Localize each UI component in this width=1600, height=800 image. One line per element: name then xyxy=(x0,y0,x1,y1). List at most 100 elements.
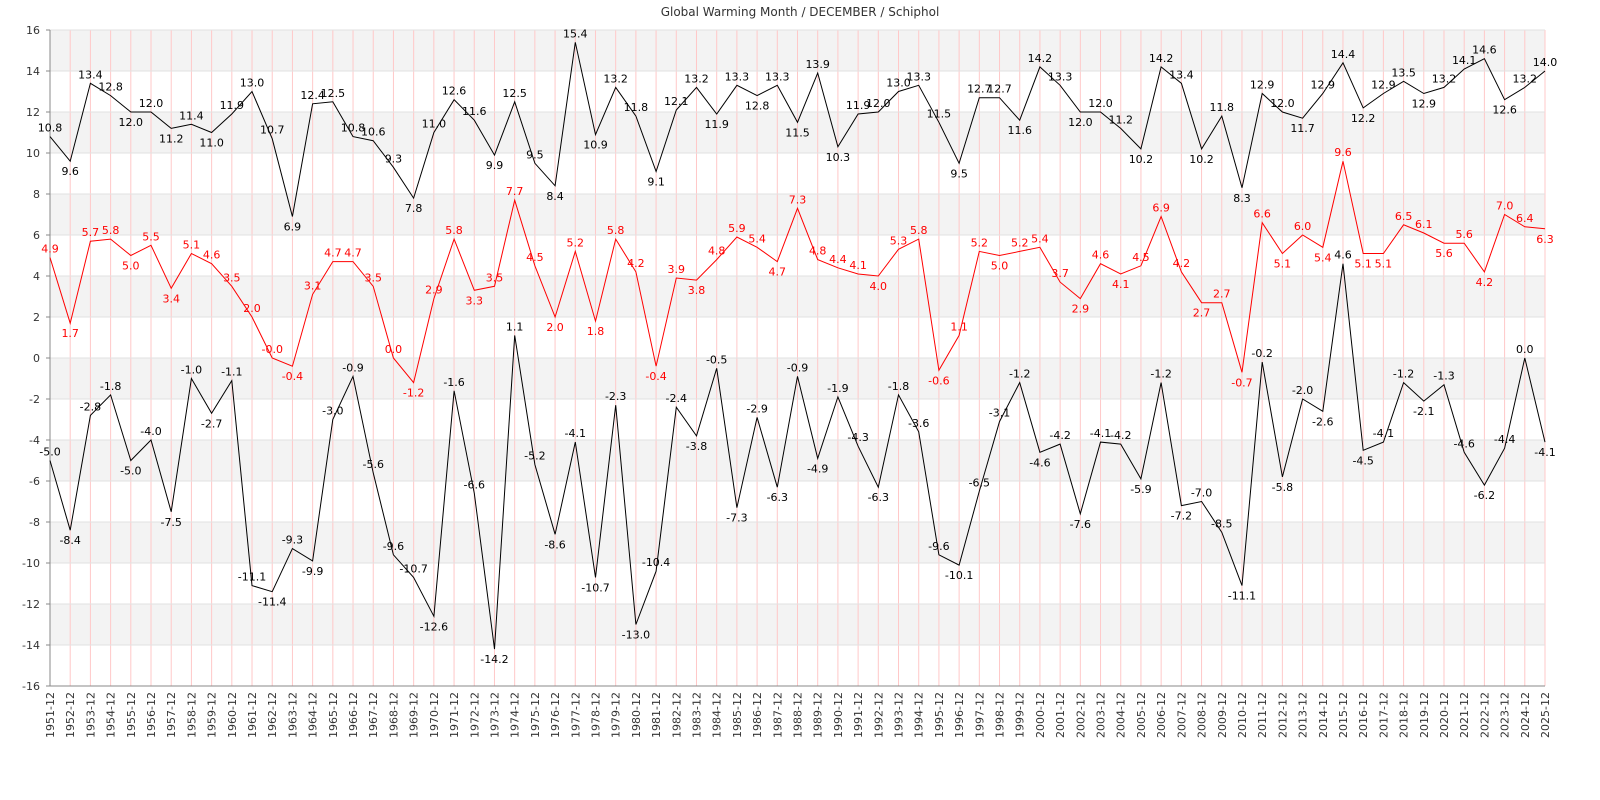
data-label-max: 12.0 xyxy=(1068,116,1093,129)
data-label-mean: 4.7 xyxy=(324,247,342,260)
data-label-mean: 1.8 xyxy=(587,325,605,338)
data-label-mean: 7.3 xyxy=(789,193,807,206)
x-tick-label: 2000-12 xyxy=(1034,692,1047,738)
data-label-min: -11.1 xyxy=(1228,590,1256,603)
x-tick-label: 1996-12 xyxy=(953,692,966,738)
data-label-min: -4.1 xyxy=(565,427,586,440)
x-tick-label: 1981-12 xyxy=(650,692,663,738)
x-tick-label: 1987-12 xyxy=(771,692,784,738)
data-label-max: 11.2 xyxy=(159,132,184,145)
data-label-max: 11.9 xyxy=(220,99,245,112)
data-label-mean: 6.3 xyxy=(1536,233,1554,246)
x-tick-label: 2018-12 xyxy=(1398,692,1411,738)
data-label-mean: 4.5 xyxy=(526,251,544,264)
data-label-mean: -0.7 xyxy=(1231,376,1252,389)
data-label-min: -11.1 xyxy=(238,571,266,584)
data-label-max: 9.9 xyxy=(486,159,504,172)
data-label-max: 14.6 xyxy=(1472,44,1497,57)
data-label-max: 12.6 xyxy=(442,85,467,98)
data-label-mean: 3.1 xyxy=(304,279,322,292)
data-label-min: -3.8 xyxy=(686,440,707,453)
x-tick-label: 1983-12 xyxy=(690,692,703,738)
data-label-mean: 3.8 xyxy=(688,284,706,297)
data-label-max: 14.4 xyxy=(1331,48,1356,61)
data-label-max: 13.2 xyxy=(1513,72,1538,85)
data-label-mean: 5.1 xyxy=(1274,257,1292,270)
data-label-mean: 4.1 xyxy=(1112,278,1130,291)
x-tick-label: 2007-12 xyxy=(1175,692,1188,738)
data-label-mean: 4.2 xyxy=(1173,257,1191,270)
x-tick-label: 2023-12 xyxy=(1499,692,1512,738)
x-tick-label: 1960-12 xyxy=(226,692,239,738)
data-label-min: -1.2 xyxy=(1393,368,1414,381)
x-tick-label: 2015-12 xyxy=(1337,692,1350,738)
data-label-max: 13.4 xyxy=(78,68,103,81)
x-tick-label: 1961-12 xyxy=(246,692,259,738)
data-label-mean: 2.0 xyxy=(243,302,261,315)
x-tick-label: 1998-12 xyxy=(994,692,1007,738)
data-label-min: -0.9 xyxy=(787,361,808,374)
data-label-max: 11.8 xyxy=(1210,101,1235,114)
data-label-max: 11.5 xyxy=(927,107,952,120)
data-label-mean: -0.4 xyxy=(282,370,303,383)
data-label-max: 12.0 xyxy=(1270,97,1295,110)
y-tick-label: -16 xyxy=(22,680,40,693)
x-tick-label: 2014-12 xyxy=(1317,692,1330,738)
y-tick-label: 2 xyxy=(33,311,40,324)
data-label-max: 12.7 xyxy=(987,83,1012,96)
data-label-min: -3.0 xyxy=(322,405,343,418)
data-label-mean: 1.1 xyxy=(950,320,968,333)
data-label-max: 13.3 xyxy=(765,70,790,83)
x-tick-label: 2011-12 xyxy=(1256,692,1269,738)
data-label-max: 11.9 xyxy=(846,99,871,112)
data-label-mean: 5.1 xyxy=(1375,257,1393,270)
x-tick-label: 1994-12 xyxy=(913,692,926,738)
data-label-min: -5.8 xyxy=(1272,481,1293,494)
data-label-mean: 5.3 xyxy=(890,234,908,247)
data-label-max: 9.1 xyxy=(647,175,665,188)
x-tick-label: 2013-12 xyxy=(1297,692,1310,738)
data-label-min: 1.1 xyxy=(506,320,524,333)
x-tick-label: 1997-12 xyxy=(973,692,986,738)
data-label-mean: -0.0 xyxy=(261,343,282,356)
data-label-min: -14.2 xyxy=(480,653,508,666)
x-tick-label: 1968-12 xyxy=(387,692,400,738)
data-label-min: -2.0 xyxy=(1292,384,1313,397)
data-label-mean: 5.8 xyxy=(910,224,928,237)
data-label-min: -7.0 xyxy=(1191,487,1212,500)
data-label-mean: 7.7 xyxy=(506,185,524,198)
data-label-min: -9.9 xyxy=(302,565,323,578)
data-label-min: -4.4 xyxy=(1494,433,1515,446)
x-tick-label: 1958-12 xyxy=(185,692,198,738)
x-tick-label: 1965-12 xyxy=(327,692,340,738)
data-label-min: -1.3 xyxy=(1433,370,1454,383)
data-label-min: -11.4 xyxy=(258,596,286,609)
data-label-max: 12.5 xyxy=(502,87,527,100)
x-tick-label: 1973-12 xyxy=(488,692,501,738)
x-tick-label: 1984-12 xyxy=(711,692,724,738)
x-tick-label: 1955-12 xyxy=(125,692,138,738)
data-label-max: 11.9 xyxy=(704,118,729,131)
data-label-max: 12.4 xyxy=(300,89,325,102)
data-label-mean: 5.0 xyxy=(122,260,140,273)
y-tick-label: -8 xyxy=(29,516,40,529)
x-tick-label: 1993-12 xyxy=(893,692,906,738)
x-tick-label: 2022-12 xyxy=(1478,692,1491,738)
data-label-max: 13.9 xyxy=(805,58,830,71)
data-label-max: 11.0 xyxy=(422,118,447,131)
data-label-mean: 6.4 xyxy=(1516,212,1534,225)
data-label-max: 13.5 xyxy=(1391,66,1416,79)
x-tick-label: 1970-12 xyxy=(428,692,441,738)
data-label-max: 12.0 xyxy=(866,97,891,110)
data-label-max: 12.9 xyxy=(1412,98,1437,111)
data-label-max: 12.9 xyxy=(1311,79,1336,92)
data-label-max: 8.3 xyxy=(1233,192,1251,205)
x-tick-label: 1963-12 xyxy=(286,692,299,738)
data-label-mean: 4.7 xyxy=(344,247,362,260)
data-label-max: 13.0 xyxy=(886,77,911,90)
x-tick-label: 1974-12 xyxy=(509,692,522,738)
data-label-min: -1.8 xyxy=(100,380,121,393)
data-label-min: -9.6 xyxy=(383,540,404,553)
y-tick-label: 0 xyxy=(33,352,40,365)
data-label-mean: 5.2 xyxy=(1011,236,1029,249)
